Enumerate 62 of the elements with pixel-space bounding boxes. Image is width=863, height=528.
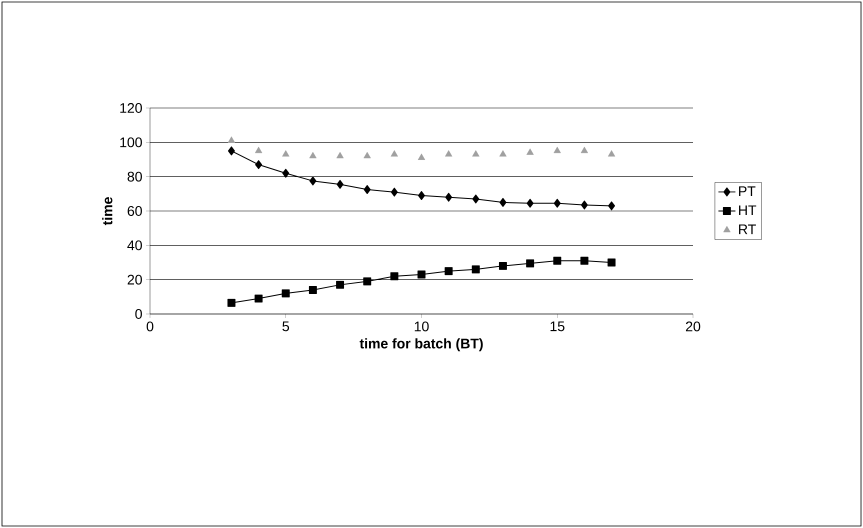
point — [390, 150, 398, 157]
point — [227, 298, 236, 307]
y-tick-label: 20 — [128, 274, 142, 285]
point — [499, 150, 507, 157]
x-tick-label: 0 — [146, 321, 154, 332]
y-tick-label: 40 — [127, 240, 142, 250]
x-tick-label: 20 — [686, 321, 700, 332]
point — [580, 146, 588, 154]
point — [445, 192, 452, 202]
point — [390, 188, 398, 197]
point — [499, 198, 506, 207]
point — [580, 256, 588, 265]
point — [282, 289, 290, 298]
point — [472, 265, 480, 274]
x-tick-label: 10 — [414, 321, 429, 332]
point — [526, 259, 534, 268]
point — [554, 146, 561, 154]
point — [608, 258, 616, 266]
point — [608, 150, 616, 157]
point — [336, 152, 344, 158]
point — [526, 148, 534, 155]
point — [472, 194, 480, 204]
point — [282, 150, 290, 157]
y-tick-label: 100 — [120, 137, 142, 148]
point — [254, 294, 263, 303]
point — [498, 262, 507, 270]
point — [309, 152, 317, 158]
point — [418, 154, 426, 160]
point — [580, 200, 588, 210]
point — [282, 168, 290, 178]
point — [553, 256, 562, 265]
point — [364, 152, 371, 158]
legend-label: PT — [739, 186, 756, 196]
point — [444, 267, 453, 276]
point — [608, 201, 616, 210]
point — [526, 198, 534, 208]
point — [255, 160, 262, 170]
point — [308, 286, 317, 294]
point — [445, 150, 452, 157]
x-axis-title: time for batch (BT) — [360, 338, 483, 352]
point — [364, 185, 371, 194]
y-tick-label: 60 — [128, 206, 142, 216]
point — [363, 277, 372, 286]
y-tick-label: 0 — [135, 309, 142, 319]
x-tick-label: 5 — [282, 322, 290, 332]
legend-label: HT — [739, 205, 756, 216]
point — [336, 180, 344, 189]
point — [254, 146, 262, 154]
point — [418, 270, 426, 278]
point — [472, 150, 480, 157]
y-tick-label: 80 — [128, 172, 142, 182]
point — [554, 198, 561, 208]
point — [418, 191, 425, 200]
point — [309, 176, 316, 186]
point — [228, 146, 235, 156]
y-tick-label: 120 — [120, 103, 142, 113]
legend-label: RT — [739, 224, 756, 234]
point — [390, 272, 398, 280]
y-axis-title: time — [102, 197, 112, 226]
point — [336, 280, 344, 289]
x-tick-label: 15 — [550, 322, 564, 332]
point — [228, 136, 236, 143]
